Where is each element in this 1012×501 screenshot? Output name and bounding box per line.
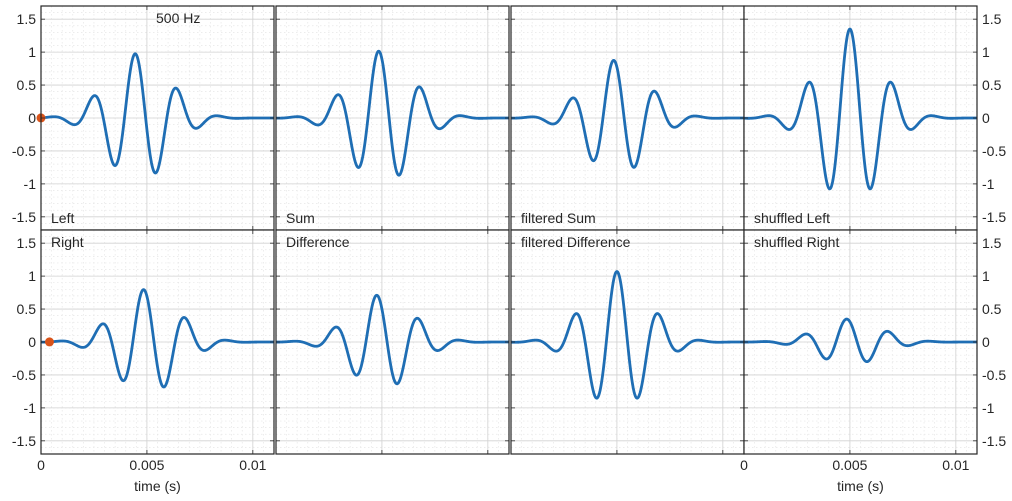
panel-label: Difference [286,234,350,250]
y-tick-label: -1 [24,400,37,416]
panel-filtered-difference: filtered Difference [510,229,745,455]
y-tick-label: -1 [982,400,995,416]
waveform-line [743,317,978,364]
x-tick-label: 0 [740,457,748,473]
y-tick-label: 1.5 [982,235,1002,251]
y-tick-label: -0.5 [982,143,1006,159]
x-tick-label: 0.005 [832,457,867,473]
x-tick-label: 0.005 [129,457,164,473]
y-tick-label: 1.5 [17,235,37,251]
y-tick-label: 1 [28,268,36,284]
waveform-line [275,49,510,177]
panel-label: Right [51,234,84,250]
panel-label: Sum [286,210,315,226]
y-tick-label: 1 [982,44,990,60]
panel-frame [743,229,978,455]
panel-sum: Sum [275,5,510,231]
panel-shuffled-right: shuffled Right 1.5 1 0.5 0 -0.5 -1 -1.5 0 0.005 0.… [740,229,1006,494]
panel-label: shuffled Left [754,210,830,226]
y-tick-label: 0 [982,334,990,350]
y-tick-label: -0.5 [12,143,36,159]
y-tick-label: 0.5 [17,301,37,317]
y-tick-label: -1 [24,176,37,192]
position-marker [44,337,54,347]
panel-label: Left [51,210,74,226]
frequency-annotation: 500 Hz [156,10,200,26]
y-tick-label: -1.5 [12,209,36,225]
x-axis-label: time (s) [134,478,181,494]
y-tick-label: -1.5 [12,433,36,449]
panel-difference: Difference [275,229,510,455]
y-tick-label: -1.5 [982,209,1006,225]
y-tick-label: 1.5 [982,11,1002,27]
waveform-line [40,52,275,175]
y-tick-label: -0.5 [982,367,1006,383]
waveform-line [510,58,745,169]
panel-frame [275,229,510,455]
y-tick-label: -0.5 [12,367,36,383]
y-tick-label: 0 [28,110,36,126]
waveform-line [743,27,978,191]
x-axis-label: time (s) [837,478,884,494]
y-tick-label: 0 [982,110,990,126]
x-tick-label: 0.01 [239,457,266,473]
waveform-line [275,293,510,386]
y-tick-label: 1.5 [17,11,37,27]
y-tick-label: 1 [982,268,990,284]
panel-label: filtered Sum [521,210,596,226]
waveform-line [510,270,745,400]
y-tick-label: -1 [982,176,995,192]
panel-filtered-sum: filtered Sum [510,5,745,231]
panel-label: shuffled Right [754,234,839,250]
panel-left: Left 1.5 1 0.5 0 -0.5 -1 -1.5 500 Hz [12,5,275,231]
y-tick-label: 0.5 [17,77,37,93]
y-tick-label: 0.5 [982,77,1002,93]
panel-label: filtered Difference [521,234,631,250]
waveform-line [40,288,275,389]
x-tick-label: 0.01 [942,457,969,473]
y-tick-label: 0 [28,334,36,350]
y-tick-label: 1 [28,44,36,60]
x-tick-label: 0 [37,457,45,473]
y-tick-label: 0.5 [982,301,1002,317]
y-tick-label: -1.5 [982,433,1006,449]
panel-frame [40,229,275,455]
panel-shuffled-left: shuffled Left 1.5 1 0.5 0 -0.5 -1 -1.5 [743,5,1006,231]
